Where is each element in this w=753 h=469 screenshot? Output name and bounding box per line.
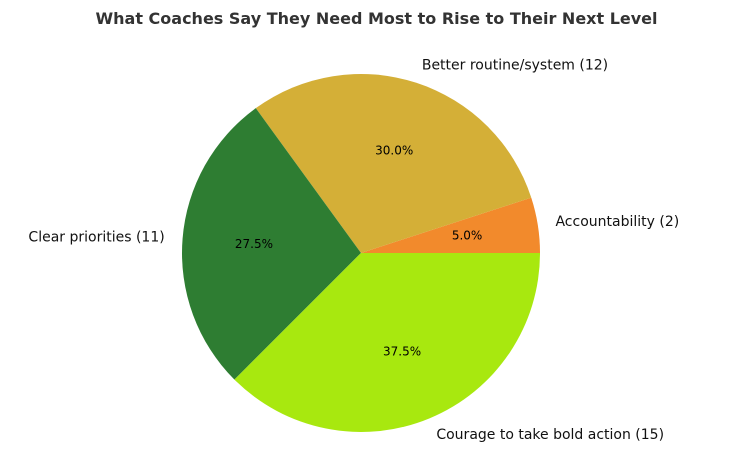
pie-labels: Accountability (2) 5.0% Better routine/sys… [28, 58, 679, 443]
slice-label-better-routine-system: Better routine/system (12) [422, 58, 608, 74]
pie-slices [182, 73, 541, 433]
slice-percent-clear-priorities: 27.5% [235, 237, 273, 251]
slice-label-clear-priorities: Clear priorities (11) [28, 230, 164, 246]
chart-title: What Coaches Say They Need Most to Rise … [95, 9, 657, 28]
pie-slice-better-routine-system [255, 73, 532, 253]
pie-slice-accountability [361, 197, 541, 253]
slice-percent-accountability: 5.0% [452, 229, 483, 243]
slice-label-courage-to-take-bold-action: Courage to take bold action (15) [436, 427, 664, 443]
pie-slice-clear-priorities [182, 108, 361, 380]
pie-slice-courage-to-take-bold-action [234, 253, 540, 433]
slice-percent-courage-to-take-bold-action: 37.5% [383, 345, 421, 359]
slice-percent-better-routine-system: 30.0% [375, 143, 413, 157]
slice-label-accountability: Accountability (2) [555, 214, 679, 230]
